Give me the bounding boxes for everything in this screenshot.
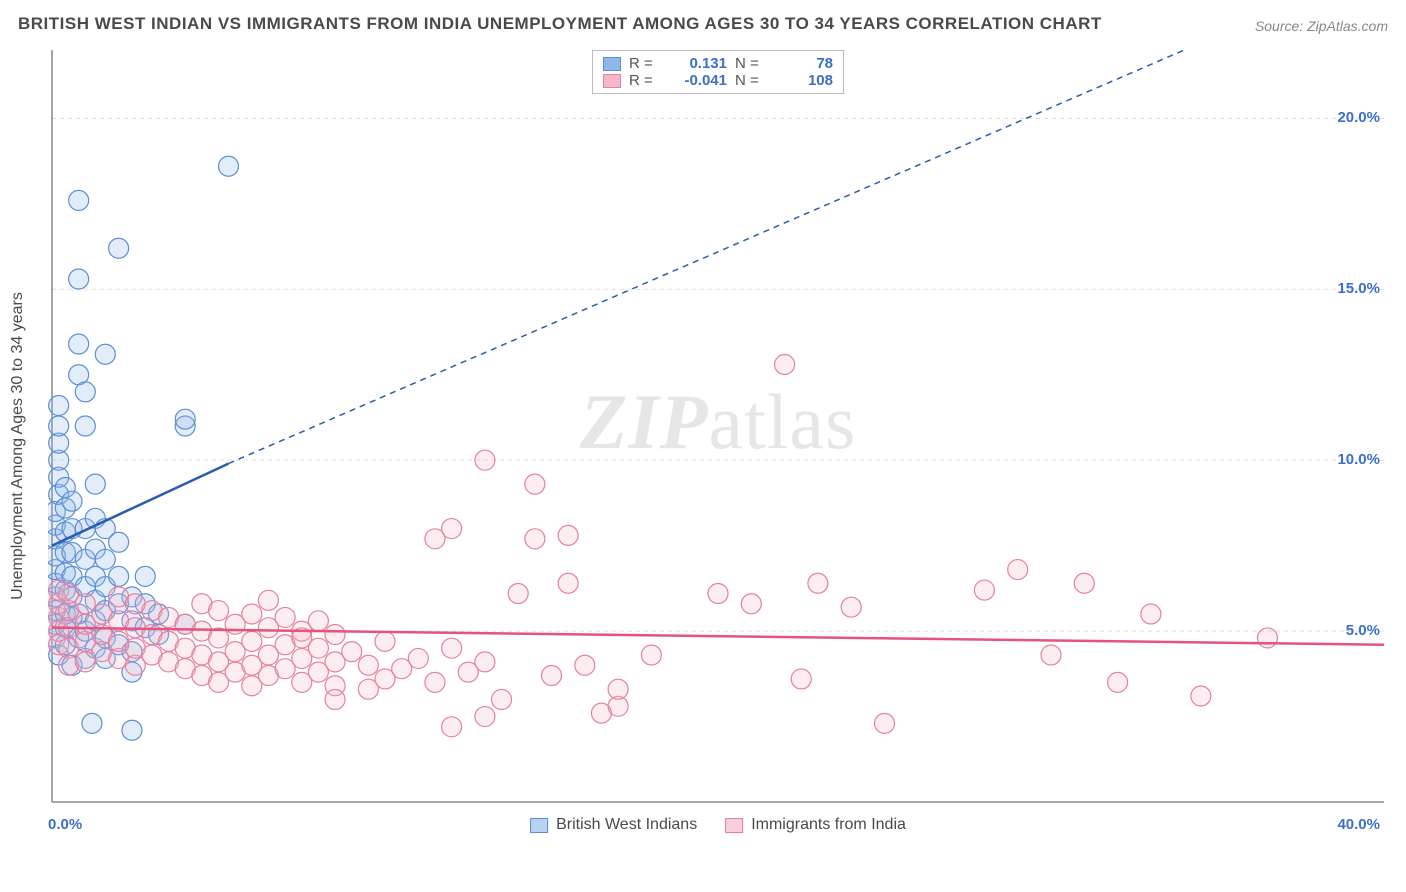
n-label: N = [735, 55, 769, 72]
r-value: 0.131 [671, 55, 727, 72]
legend-swatch [603, 57, 621, 71]
chart-container: Unemployment Among Ages 30 to 34 years Z… [48, 46, 1388, 846]
legend-swatch [725, 818, 743, 833]
r-value: -0.041 [671, 72, 727, 89]
n-value: 108 [777, 72, 833, 89]
y-tick-label: 15.0% [1337, 280, 1380, 297]
correlation-legend-row: R = 0.131 N = 78 [603, 55, 833, 72]
r-label: R = [629, 72, 663, 89]
y-tick-label: 20.0% [1337, 109, 1380, 126]
n-label: N = [735, 72, 769, 89]
y-tick-label: 10.0% [1337, 451, 1380, 468]
y-axis-label: Unemployment Among Ages 30 to 34 years [9, 292, 27, 600]
correlation-legend-row: R = -0.041 N = 108 [603, 72, 833, 89]
chart-title: BRITISH WEST INDIAN VS IMMIGRANTS FROM I… [18, 14, 1102, 34]
series-legend-item: British West Indians [530, 816, 697, 834]
x-tick-label: 0.0% [48, 816, 82, 833]
y-tick-label: 5.0% [1346, 622, 1380, 639]
series-legend-label: British West Indians [556, 816, 697, 834]
x-tick-label: 40.0% [1337, 816, 1380, 833]
series-legend-label: Immigrants from India [751, 816, 906, 834]
correlation-legend: R = 0.131 N = 78 R = -0.041 N = 108 [592, 50, 844, 94]
legend-swatch [530, 818, 548, 833]
n-value: 78 [777, 55, 833, 72]
series-legend-item: Immigrants from India [725, 816, 906, 834]
series-legend: British West Indians Immigrants from Indi… [530, 816, 906, 834]
r-label: R = [629, 55, 663, 72]
legend-swatch [603, 74, 621, 88]
scatter-plot [48, 46, 1388, 846]
source-label: Source: ZipAtlas.com [1255, 18, 1388, 34]
